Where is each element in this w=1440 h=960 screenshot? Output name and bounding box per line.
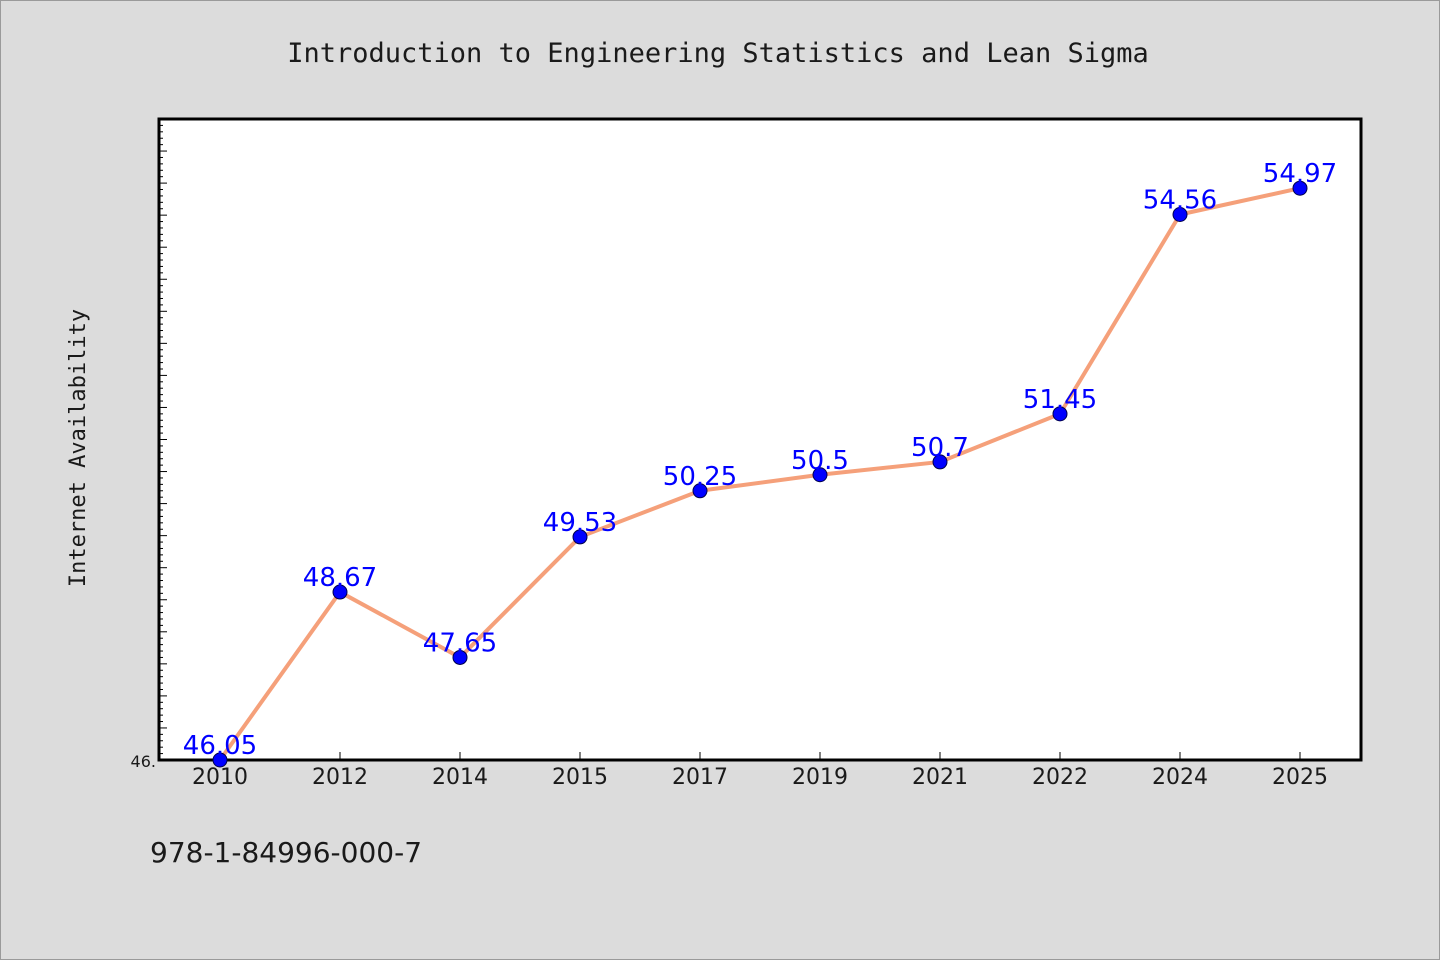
data-label: 50.25: [663, 462, 737, 492]
data-label: 47.65: [423, 628, 497, 658]
y-axis-label: Internet Availability: [66, 309, 91, 587]
x-tick-label: 2019: [792, 765, 848, 790]
data-label: 46.05: [183, 731, 257, 761]
y-axis-ticks: [159, 124, 167, 755]
data-point-marker: [332, 584, 348, 600]
data-label: 50.7: [911, 433, 969, 463]
data-label: 54.97: [1263, 159, 1337, 189]
data-label: 50.5: [791, 446, 849, 476]
data-point-marker: [212, 752, 228, 768]
x-tick-labels-group: 2010 2012 2014 2015 2017 2019 2021 2022 2024 2025: [192, 765, 1328, 790]
x-tick-label: 2022: [1032, 765, 1088, 790]
data-point-marker: [692, 483, 708, 499]
data-label: 48.67: [303, 563, 377, 593]
data-label: 51.45: [1023, 385, 1097, 415]
chart-title: Introduction to Engineering Statistics a…: [287, 38, 1149, 69]
x-tick-label: 2014: [432, 765, 488, 790]
data-point-marker: [1172, 207, 1188, 223]
x-tick-label: 2015: [552, 765, 608, 790]
data-point-marker: [1052, 406, 1068, 422]
plot-area: [157, 117, 1363, 762]
data-point-marker: [812, 467, 828, 483]
x-tick-label: 2010: [192, 765, 248, 790]
data-label: 49.53: [543, 508, 617, 538]
x-tick-label: 2021: [912, 765, 968, 790]
series-line-group: [218, 186, 1302, 762]
x-tick-label: 2012: [312, 765, 368, 790]
data-point-marker: [1292, 180, 1308, 196]
x-tick-label: 2025: [1272, 765, 1328, 790]
data-label: 54.56: [1143, 186, 1217, 216]
footer-isbn: 978-1-84996-000-7: [150, 836, 422, 869]
data-point-marker: [932, 454, 948, 470]
data-point-marker: [452, 649, 468, 665]
data-labels-group: 46.05 48.67 47.65 49.53 50.25 50.5 50.7 51.45 54…: [183, 159, 1337, 761]
series-markers-group: [212, 180, 1308, 768]
data-point-marker: [572, 529, 588, 545]
x-tick-label: 2017: [672, 765, 728, 790]
y-tick-label: 46.: [131, 752, 156, 771]
series-line: [218, 186, 1302, 762]
x-tick-label: 2024: [1152, 765, 1208, 790]
